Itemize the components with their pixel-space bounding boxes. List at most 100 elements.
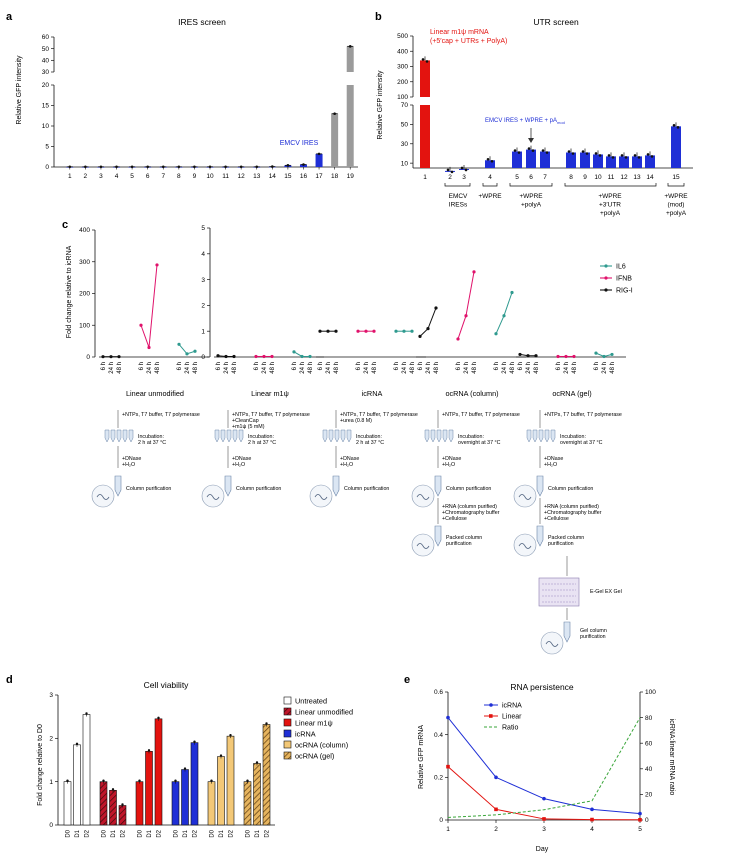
d-legend-swatch	[283, 718, 292, 727]
c-xtick-label: 48 h	[334, 362, 340, 374]
wf-tube	[238, 429, 244, 443]
b-point	[650, 155, 654, 158]
d-point	[174, 779, 177, 782]
c-point	[364, 329, 368, 333]
wf-tube	[340, 429, 346, 443]
wf-tube	[538, 429, 544, 443]
c-point	[602, 354, 606, 359]
wf-magnify-circle	[540, 631, 564, 655]
c-point	[224, 354, 228, 359]
c-ytick-label: 0	[201, 354, 205, 361]
wf-step-text: purification	[580, 634, 606, 640]
c-point	[556, 354, 560, 359]
wf-step-text: Column purification	[548, 486, 593, 492]
wf-tube	[442, 429, 448, 443]
a-ytick-label: 15	[42, 103, 50, 110]
b-point	[527, 147, 531, 150]
b-xtick-label: 14	[646, 174, 654, 181]
panel-c-ylabel: Fold change relative to icRNA	[66, 245, 73, 338]
panel-b-annotation-emcv: EMCV IRES + WPRE + pAmod	[485, 118, 565, 125]
wf-tube	[544, 429, 550, 443]
wf-step-text: overnight at 37 °C	[458, 440, 501, 446]
a-xtick-label: 14	[269, 173, 277, 180]
panel-e-title: RNA persistence	[510, 682, 574, 692]
e-series-line	[447, 717, 641, 818]
b-point	[421, 58, 425, 61]
c-xtick-label: 6 h	[177, 362, 183, 370]
a-point	[255, 165, 259, 169]
wf-single-tube	[434, 525, 442, 547]
wf-column-3: +NTPs, T7 buffer, T7 polymerase+urea (0.…	[309, 410, 418, 508]
wf-magnify-circle	[201, 484, 225, 508]
b-ytick-label: 100	[397, 94, 408, 101]
c-xtick-label: 6 h	[594, 362, 600, 370]
a-ytick-label: 20	[42, 82, 50, 89]
c-xtick-label: 48 h	[434, 362, 440, 374]
d-bar	[109, 790, 117, 826]
c-point	[308, 354, 312, 359]
e-xtick-label: 2	[494, 826, 498, 833]
panel-b-annotation-linear: Linear m1ψ mRNA	[430, 29, 489, 36]
wf-single-tube	[434, 475, 442, 497]
d-xtick-label: D1	[219, 829, 225, 837]
wf-step-text: +DNase	[544, 456, 563, 462]
c-point	[456, 337, 460, 341]
b-ytick-label: 30	[401, 141, 409, 148]
c-xtick-label: 6 h	[418, 362, 424, 370]
b-group-label: +WPRE	[664, 193, 688, 200]
c-point	[117, 355, 121, 359]
wf-column-2: +NTPs, T7 buffer, T7 polymerase+CleanCap…	[201, 410, 310, 508]
wf-tube	[526, 429, 532, 443]
a-xtick-label: 12	[238, 173, 246, 180]
a-point	[84, 165, 87, 169]
b-group-bracket	[564, 183, 657, 187]
c-point	[254, 354, 258, 359]
c-point	[610, 352, 614, 357]
a-point	[302, 163, 305, 166]
panel-c: c Fold change relative to icRNA 0 100 200 3…	[62, 219, 633, 398]
c-xtick-label: 6 h	[318, 362, 324, 370]
c-xtick-label: 6 h	[139, 362, 145, 370]
b-xtick-label: 13	[633, 174, 641, 181]
b-point	[450, 170, 454, 174]
c-point	[564, 354, 568, 359]
e-ytick-label: 0.6	[434, 689, 443, 696]
c-group-label: ocRNA (gel)	[552, 389, 591, 398]
d-point	[147, 749, 151, 752]
e-y2tick-label: 60	[645, 740, 653, 747]
d-bar	[253, 763, 261, 826]
b-bar	[593, 154, 603, 168]
e-series-line	[447, 766, 641, 821]
d-bar	[135, 781, 144, 826]
d-xtick-label: D0	[66, 829, 72, 837]
wf-magnify-circle	[513, 533, 537, 557]
panel-e-axes: 0 0.2 0.4 0.6 0 20 40 60 80 100 1 2 3 4 5	[434, 689, 656, 833]
d-point	[121, 803, 124, 806]
c-legend-label: IL6	[616, 264, 626, 271]
a-xtick-label: 6	[146, 173, 150, 180]
d-legend-label: ocRNA (column)	[295, 741, 348, 750]
panel-d-bars	[63, 712, 271, 826]
b-group-label: (mod)	[668, 202, 685, 209]
b-ytick-label: 200	[397, 79, 408, 86]
d-xtick-label: D2	[121, 829, 127, 837]
b-point	[581, 150, 585, 153]
c-point	[526, 354, 530, 358]
panel-c-lines	[101, 263, 614, 359]
d-xtick-label: D2	[265, 829, 271, 837]
wf-rna-squiggle	[545, 641, 559, 647]
panel-e-xlabel: Day	[536, 846, 549, 853]
wf-rna-squiggle	[314, 494, 328, 500]
b-ytick-label: 400	[397, 48, 408, 55]
c-xtick-label: 48 h	[610, 362, 616, 374]
c-xtick-label: 6 h	[456, 362, 462, 370]
panel-a-bars	[66, 45, 354, 169]
wf-step-text: Incubation:	[356, 434, 382, 440]
b-group-label: +WPRE	[478, 193, 502, 200]
b-xtick-label: 4	[488, 174, 492, 181]
b-xtick-label: 2	[448, 174, 452, 181]
wf-step-text: +H₂O	[544, 462, 557, 468]
wf-rna-squiggle	[96, 494, 110, 500]
wf-tube	[226, 429, 232, 443]
wf-step-text: Column purification	[344, 486, 389, 492]
